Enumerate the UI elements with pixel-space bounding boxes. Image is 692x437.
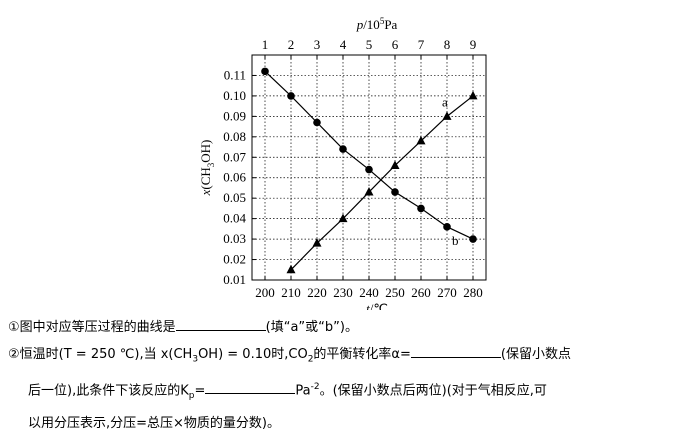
y-tick-label: 0.04 bbox=[223, 211, 246, 226]
x-tick-label: 270 bbox=[437, 285, 457, 300]
y-tick-label: 0.08 bbox=[223, 129, 246, 144]
point bbox=[469, 235, 477, 243]
answer-blank bbox=[205, 379, 296, 394]
point bbox=[286, 264, 296, 274]
x2-tick-label: 9 bbox=[470, 37, 477, 52]
subscript: 3 bbox=[192, 354, 199, 365]
text-line: 后一位),此条件下该反应的Kp= Pa-2。(保留小数点后两位)(对于气相反应,可 bbox=[8, 374, 688, 410]
y-tick-label: 0.03 bbox=[223, 231, 246, 246]
text-segment: 以用分压表示,分压=总压×物质的量分数)。 bbox=[28, 415, 280, 431]
x2-label-part: 5 bbox=[380, 16, 385, 26]
y-tick-label: 0.07 bbox=[223, 149, 246, 164]
y-tick-label: 0.01 bbox=[223, 272, 246, 287]
text-segment: 的平衡转化率α= bbox=[313, 347, 411, 362]
point bbox=[468, 90, 478, 100]
text-segment: 后一位),此条件下该反应的K bbox=[28, 382, 189, 398]
y-tick-label: 0.11 bbox=[224, 67, 246, 82]
y-tick-label: 0.02 bbox=[223, 252, 246, 267]
y-tick-label: 0.10 bbox=[223, 88, 246, 103]
x-tick-label: 250 bbox=[385, 285, 405, 300]
subscript: p bbox=[188, 390, 195, 401]
x2-tick-label: 1 bbox=[262, 37, 269, 52]
subscript: 2 bbox=[307, 354, 314, 365]
y-label-part: x bbox=[198, 189, 213, 196]
x-tick-label: 260 bbox=[411, 285, 431, 300]
y-label-part: (CH bbox=[198, 167, 213, 189]
point bbox=[390, 160, 400, 169]
x2-label-part: p bbox=[356, 17, 364, 32]
point bbox=[339, 145, 347, 153]
y-label-part: 3 bbox=[206, 162, 216, 167]
point bbox=[313, 118, 321, 127]
answer-blank bbox=[410, 343, 501, 358]
x2-tick-label: 8 bbox=[444, 37, 451, 52]
x-axis-label: t/℃ bbox=[366, 301, 388, 310]
x-tick-label: 200 bbox=[255, 285, 275, 300]
supscript: -2 bbox=[310, 381, 320, 392]
point bbox=[312, 238, 322, 247]
x-tick-label: 240 bbox=[359, 285, 379, 300]
x-tick-label: 230 bbox=[333, 285, 353, 300]
x2-label-part: Pa bbox=[384, 17, 397, 32]
page: 0.01 0.02 0.03 0.04 0.05 0.06 0.07 0.08 0.09 0.10… bbox=[8, 16, 571, 431]
text-segment: 。(保留小数点后两位)(对于气相反应,可 bbox=[319, 382, 547, 398]
point bbox=[442, 111, 452, 120]
point bbox=[261, 67, 269, 76]
text-segment: ①图中对应等压过程的曲线是 bbox=[8, 320, 176, 335]
text-segment: = bbox=[194, 382, 206, 398]
x2-tick-label: 4 bbox=[340, 37, 347, 52]
x2-axis-label: p/105Pa bbox=[356, 16, 398, 32]
text-segment: ②恒温时(T = 250 ℃),当 x(CH bbox=[8, 347, 193, 362]
x2-tick-label: 6 bbox=[392, 37, 399, 52]
text-segment: (保留小数点 bbox=[500, 347, 571, 362]
point bbox=[287, 92, 295, 100]
point bbox=[364, 187, 374, 196]
text-segment: OH) = 0.10时,CO bbox=[198, 347, 308, 362]
question-text: ①图中对应等压过程的曲线是 (填“a”或“b”)。 ②恒温时(T = 250 ℃),… bbox=[8, 314, 688, 437]
x2-tick-label: 7 bbox=[418, 37, 425, 52]
point bbox=[417, 204, 425, 213]
point bbox=[338, 213, 348, 223]
series-label: b bbox=[452, 233, 459, 248]
x2-tick-label: 3 bbox=[314, 37, 321, 52]
x2-tick-label: 5 bbox=[366, 37, 373, 52]
answer-blank bbox=[175, 316, 266, 331]
point bbox=[365, 165, 373, 174]
x-label-part: /℃ bbox=[370, 301, 388, 310]
y-label-part: OH) bbox=[198, 140, 213, 163]
x2-label-part: /10 bbox=[363, 17, 380, 32]
y-axis-label: x(CH3OH) bbox=[198, 140, 216, 197]
text-line: ②恒温时(T = 250 ℃),当 x(CH3OH) = 0.10时,CO2的平… bbox=[8, 341, 688, 374]
point bbox=[391, 188, 399, 196]
x-tick-label: 280 bbox=[463, 285, 483, 300]
y-tick-label: 0.06 bbox=[223, 170, 246, 185]
series-line bbox=[290, 95, 474, 271]
text-line: 以用分压表示,分压=总压×物质的量分数)。 bbox=[8, 410, 688, 437]
x-tick-label: 210 bbox=[281, 285, 301, 300]
y-tick-label: 0.09 bbox=[223, 108, 246, 123]
text-segment: Pa bbox=[295, 382, 311, 398]
text-segment: (填“a”或“b”)。 bbox=[265, 320, 358, 335]
y-tick-label: 0.05 bbox=[223, 190, 246, 205]
point bbox=[443, 223, 451, 231]
chart: 0.01 0.02 0.03 0.04 0.05 0.06 0.07 0.08 0.09 0.10… bbox=[198, 16, 487, 310]
x2-tick-label: 2 bbox=[288, 37, 295, 52]
text-line: ①图中对应等压过程的曲线是 (填“a”或“b”)。 bbox=[8, 314, 688, 341]
point bbox=[416, 135, 426, 145]
series-label: a bbox=[442, 94, 448, 109]
x-tick-label: 220 bbox=[307, 285, 327, 300]
x-label-part: t bbox=[366, 301, 370, 310]
